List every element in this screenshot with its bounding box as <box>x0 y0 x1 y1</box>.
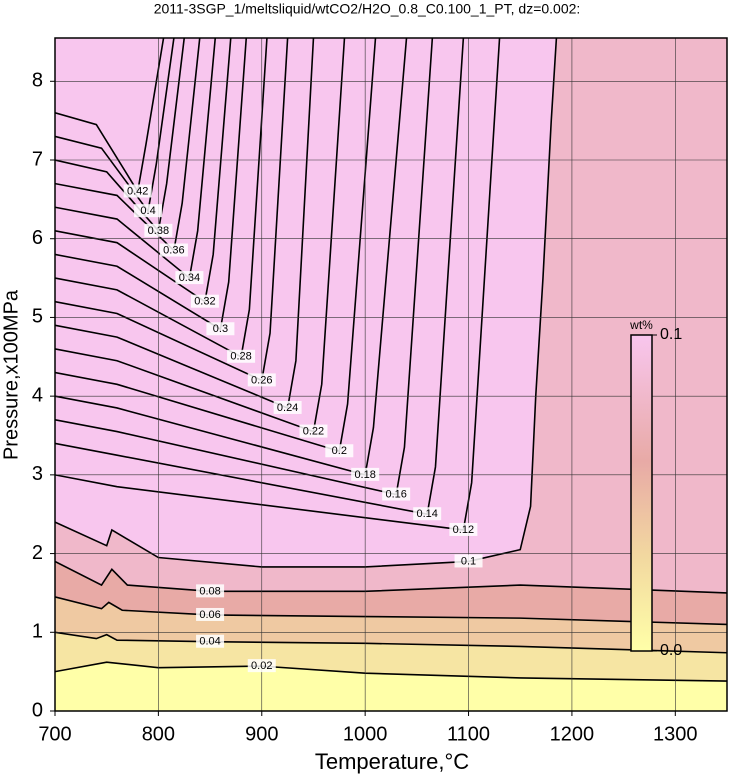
contour-label: 0.24 <box>277 402 298 414</box>
contour-label: 0.4 <box>140 205 155 217</box>
y-tick-label: 6 <box>32 227 43 249</box>
contour-label-bg <box>382 487 411 501</box>
contour-label-bg <box>351 467 380 481</box>
x-tick-label: 800 <box>142 723 175 745</box>
contour-label: 0.3 <box>213 323 228 335</box>
contour-label-bg <box>159 243 188 257</box>
contour-label-bg <box>206 322 235 336</box>
contour-label: 0.32 <box>194 296 215 308</box>
contour-label: 0.2 <box>332 445 347 457</box>
contour-label-bg <box>454 554 483 568</box>
x-tick-label: 1200 <box>550 723 595 745</box>
contour-label: 0.18 <box>354 469 375 481</box>
y-tick-label: 7 <box>32 148 43 170</box>
contour-label: 0.16 <box>385 488 406 500</box>
y-tick-label: 3 <box>32 463 43 485</box>
contour-label: 0.08 <box>199 585 220 597</box>
contour-label: 0.22 <box>303 425 324 437</box>
contour-label-bg <box>190 294 219 308</box>
x-tick-label: 700 <box>38 723 71 745</box>
contour-label-bg <box>449 522 478 536</box>
contour-label-bg <box>196 607 225 621</box>
x-tick-label: 1000 <box>343 723 388 745</box>
contour-label: 0.12 <box>453 524 474 536</box>
y-tick-label: 4 <box>32 384 43 406</box>
contour-label: 0.04 <box>199 636 220 648</box>
y-tick-label: 2 <box>32 542 43 564</box>
contour-fill <box>55 38 164 192</box>
contour-label-bg <box>196 634 225 648</box>
y-axis-title: Pressure,x100MPa <box>0 289 22 460</box>
x-tick-label: 1300 <box>653 723 698 745</box>
colorbar-title: wt% <box>629 318 653 332</box>
contour-label-bg <box>247 659 276 673</box>
y-tick-label: 8 <box>32 70 43 92</box>
x-axis-title: Temperature,°C <box>315 749 469 774</box>
y-tick-label: 0 <box>32 699 43 721</box>
plot-frame <box>54 37 728 712</box>
contour-label: 0.1 <box>461 555 476 567</box>
contour-label: 0.34 <box>179 272 200 284</box>
contour-label-bg <box>144 223 173 237</box>
contour-label: 0.38 <box>148 225 169 237</box>
contour-label: 0.42 <box>127 185 148 197</box>
plot-content: 0.02 0.04 0.06 0.08 0.1 0.12 0.14 0.16 0.18 0.2 0.… <box>55 38 727 711</box>
contour-label-bg <box>134 204 163 218</box>
contour-label-bg <box>325 444 354 458</box>
colorbar-tick-label: 0.0 <box>660 642 682 659</box>
contour-label: 0.14 <box>416 508 437 520</box>
contour-label-bg <box>299 424 328 438</box>
y-tick-label: 1 <box>32 621 43 643</box>
contour-line <box>55 560 727 594</box>
contour-line <box>55 596 727 626</box>
contour-line <box>55 631 727 654</box>
colorbar <box>630 334 653 652</box>
contour-label-bg <box>273 400 302 414</box>
colorbar-tick-label: 0.1 <box>660 326 682 343</box>
contour-label: 0.26 <box>251 374 272 386</box>
contour-label-bg <box>413 507 442 521</box>
contour-label-bg <box>196 584 225 598</box>
contour-label-bg <box>175 271 204 285</box>
contour-label: 0.36 <box>163 244 184 256</box>
contour-label-bg <box>123 184 152 198</box>
contour-label: 0.06 <box>199 609 220 621</box>
contour-label-bg <box>247 373 276 387</box>
x-tick-label: 900 <box>245 723 278 745</box>
x-tick-label: 1100 <box>447 723 490 745</box>
contour-label: 0.28 <box>230 351 251 363</box>
y-tick-label: 5 <box>32 306 43 328</box>
contour-label: 0.02 <box>251 660 272 672</box>
contour-label-bg <box>227 349 256 363</box>
chart-title: 2011-3SGP_1/meltsliquid/wtCO2/H2O_0.8_C0… <box>154 1 581 17</box>
